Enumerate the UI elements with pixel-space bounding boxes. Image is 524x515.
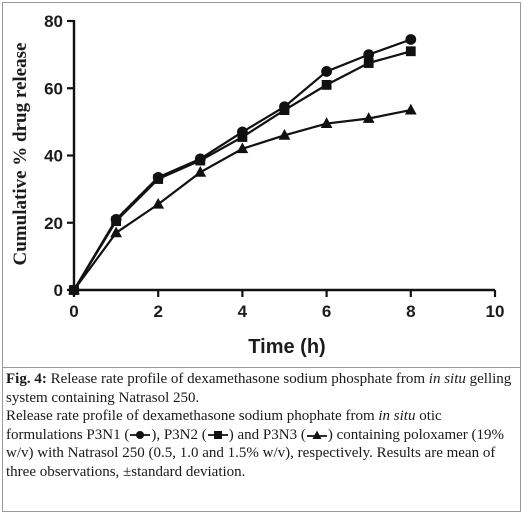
caption-body-text-4: ) and P3N3 ( [228,426,306,443]
y-tick-label: 60 [44,79,63,98]
data-point-circle [321,66,333,77]
series-line-square [73,50,412,291]
caption-body-text-5: ) containing poloxamer (19% w/v) with Na… [6,426,505,480]
caption-body: Release rate profile of dexamethasone so… [6,407,518,481]
caption-title-text: Release rate profile of dexamethasone so… [46,371,429,387]
data-point-triangle [278,128,291,140]
data-point-square [111,216,121,226]
y-tick-label: 0 [54,281,63,300]
data-point-triangle [404,103,417,115]
y-tick-label: 40 [44,147,63,166]
caption-body-text-3: ), P3N2 ( [151,426,207,443]
release-chart: 0 20 40 60 80 0 2 4 6 8 10 Cumulative % drug relea… [10,12,504,358]
legend-triangle-marker-icon [306,430,327,440]
caption-title: Fig. 4: Release rate profile of dexameth… [6,370,518,407]
caption-divider [3,367,521,368]
chart-series [68,34,417,296]
figure-number: Fig. 4: [6,371,47,387]
data-point-square [237,132,248,142]
y-tick-label: 80 [44,12,63,31]
figure-caption: Fig. 4: Release rate profile of dexameth… [6,370,518,482]
x-tick-label: 4 [238,302,248,321]
x-tick-label: 8 [406,302,415,321]
legend-square-marker-icon [207,431,228,440]
data-point-square [405,46,416,57]
x-tick-label: 10 [486,302,505,321]
data-point-triangle [194,165,207,177]
caption-body-text-2: otic formulations P3N1 ( [6,408,442,443]
caption-body-italic: in situ [378,408,416,425]
y-axis-label: Cumulative % drug release [10,43,31,266]
data-point-circle [363,49,375,61]
data-point-triangle [68,283,80,295]
data-point-triangle [236,142,249,154]
data-point-triangle [110,226,122,238]
x-axis-label: Time (h) [248,336,325,358]
caption-body-text: Release rate profile of dexamethasone so… [6,408,379,425]
series-square [69,46,416,295]
data-point-triangle [152,197,165,209]
data-point-square [321,79,332,90]
y-tick-label: 20 [44,214,63,233]
series-line-circle [73,38,412,291]
data-point-triangle [362,112,375,123]
data-point-circle [405,34,417,45]
data-point-square [195,155,206,166]
caption-title-italic: in situ [428,371,466,387]
series-circle [68,34,417,296]
data-point-square [279,105,290,116]
x-tick-label: 0 [69,302,78,321]
data-point-square [153,174,164,184]
data-point-triangle [320,117,333,128]
chart-axes: 0 20 40 60 80 0 2 4 6 8 10 [44,12,504,321]
series-triangle [68,103,417,295]
caption-title-text-end: gelling system containing Natrasol 250. [6,371,512,406]
data-point-square [363,58,374,68]
x-tick-label: 2 [153,302,162,321]
legend-circle-marker-icon [130,431,151,440]
x-tick-label: 6 [322,302,331,321]
